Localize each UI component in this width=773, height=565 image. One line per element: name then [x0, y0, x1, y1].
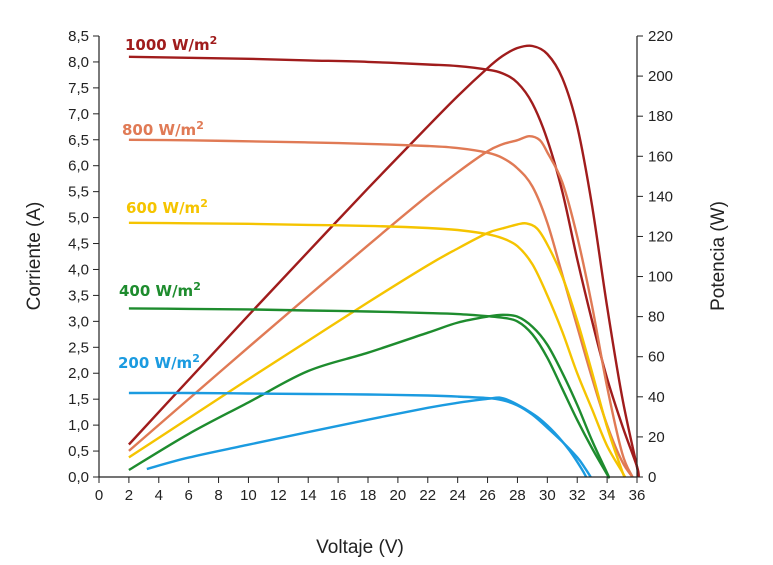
left-tick-label: 0,5	[68, 443, 89, 460]
right-tick-label: 120	[648, 228, 673, 245]
left-tick-label: 8,0	[68, 54, 89, 71]
power-curve-800	[128, 135, 634, 478]
series-curves	[128, 44, 640, 479]
current-curve-1000	[128, 55, 640, 478]
series-label-800: 800 W/m2	[122, 119, 204, 139]
right-tick-label: 100	[648, 269, 673, 286]
left-tick-label: 7,0	[68, 106, 89, 123]
current-curve-200	[128, 391, 592, 478]
left-tick-label: 0,0	[68, 469, 89, 486]
right-tick-label: 0	[648, 469, 656, 486]
x-tick-label: 18	[360, 487, 377, 504]
chart-axes: 0 2 4 6 8 10 12 14 16 18 20 22 24 26 28 30 32 34 360,00,51…	[68, 28, 673, 504]
power-curve-600	[128, 221, 627, 479]
series-label-text: 600 W/m	[126, 199, 200, 217]
power-curve-1000	[128, 44, 640, 478]
right-tick-label: 200	[648, 68, 673, 85]
series-label-superscript: 2	[210, 34, 218, 47]
left-tick-label: 1,5	[68, 391, 89, 408]
left-tick-label: 6,0	[68, 158, 89, 175]
series-label-superscript: 2	[193, 280, 201, 293]
right-tick-label: 40	[648, 389, 665, 406]
current-curve-600	[128, 221, 627, 478]
current-curve-800	[128, 138, 634, 478]
x-tick-label: 22	[419, 487, 436, 504]
x-tick-label: 2	[125, 487, 133, 504]
x-tick-label: 8	[214, 487, 222, 504]
right-tick-label: 80	[648, 309, 665, 326]
series-label-superscript: 2	[196, 119, 204, 132]
right-axis-title: Potencia (W)	[708, 201, 729, 311]
series-label-1000: 1000 W/m2	[125, 34, 217, 54]
left-tick-label: 6,5	[68, 132, 89, 149]
x-tick-label: 24	[449, 487, 466, 504]
series-label-400: 400 W/m2	[119, 280, 201, 300]
x-tick-label: 36	[629, 487, 646, 504]
x-tick-label: 4	[155, 487, 163, 504]
series-label-text: 1000 W/m	[125, 36, 210, 54]
x-axis-title: Voltaje (V)	[316, 537, 404, 558]
x-tick-label: 0	[95, 487, 103, 504]
left-tick-label: 7,5	[68, 80, 89, 97]
left-tick-label: 2,5	[68, 339, 89, 356]
left-tick-label: 2,0	[68, 365, 89, 382]
power-curve-200	[146, 396, 588, 478]
x-tick-label: 28	[509, 487, 526, 504]
x-tick-label: 6	[184, 487, 192, 504]
series-label-text: 800 W/m	[122, 121, 196, 139]
series-label-superscript: 2	[200, 197, 208, 210]
series-label-superscript: 2	[192, 352, 200, 365]
right-tick-label: 180	[648, 108, 673, 125]
x-tick-label: 12	[270, 487, 287, 504]
left-tick-label: 5,0	[68, 210, 89, 227]
x-tick-label: 14	[300, 487, 317, 504]
x-tick-label: 26	[479, 487, 496, 504]
left-tick-label: 8,5	[68, 28, 89, 45]
x-tick-label: 20	[390, 487, 407, 504]
x-tick-label: 16	[330, 487, 347, 504]
series-label-200: 200 W/m2	[118, 352, 200, 372]
left-tick-label: 3,0	[68, 313, 89, 330]
series-label-text: 400 W/m	[119, 282, 193, 300]
left-axis-title: Corriente (A)	[24, 202, 45, 311]
power-curve-400	[128, 313, 611, 479]
right-tick-label: 60	[648, 349, 665, 366]
right-tick-label: 160	[648, 148, 673, 165]
left-tick-label: 3,5	[68, 287, 89, 304]
x-tick-label: 34	[599, 487, 616, 504]
right-tick-label: 220	[648, 28, 673, 45]
series-label-600: 600 W/m2	[126, 197, 208, 217]
left-tick-label: 4,0	[68, 261, 89, 278]
x-tick-label: 32	[569, 487, 586, 504]
right-tick-label: 20	[648, 429, 665, 446]
left-tick-label: 1,0	[68, 417, 89, 434]
x-tick-label: 30	[539, 487, 556, 504]
current-curve-400	[128, 307, 611, 479]
left-tick-label: 5,5	[68, 184, 89, 201]
series-label-text: 200 W/m	[118, 354, 192, 372]
left-tick-label: 4,5	[68, 236, 89, 253]
right-tick-label: 140	[648, 188, 673, 205]
x-tick-label: 10	[240, 487, 257, 504]
